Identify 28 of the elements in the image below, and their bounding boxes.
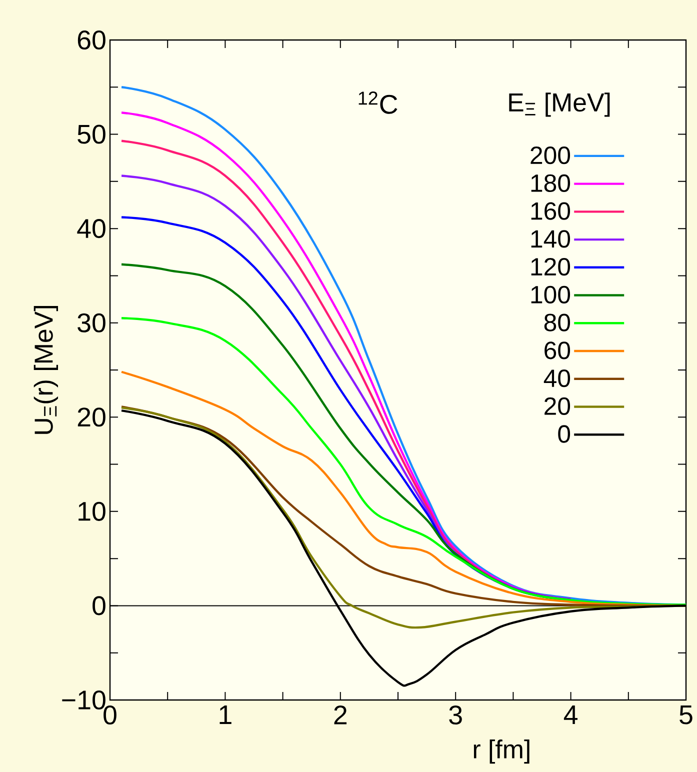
y-tick-label: 0 <box>92 596 106 616</box>
x-tick-label: 5 <box>680 706 692 724</box>
y-tick-label: 60 <box>78 30 106 50</box>
x-tick-label: 1 <box>220 706 232 724</box>
legend-label: 80 <box>544 314 570 332</box>
legend-label: 120 <box>531 258 570 276</box>
x-axis-title: r [fm] <box>474 740 530 764</box>
legend-label: 40 <box>544 369 570 388</box>
y-tick-label: −10 <box>62 690 106 710</box>
annotation: $^{12}$C <box>358 92 398 114</box>
y-tick-label: 40 <box>77 219 106 238</box>
legend-label: 60 <box>544 342 570 360</box>
y-tick-label: 50 <box>78 124 106 144</box>
x-tick-label: 3 <box>449 706 462 725</box>
legend-label: 160 <box>531 202 570 220</box>
legend-label: 200 <box>530 146 570 164</box>
x-tick-label: 2 <box>334 706 347 724</box>
y-tick-label: 10 <box>78 502 106 521</box>
legend-label: 100 <box>531 286 570 304</box>
x-tick-label: 4 <box>564 706 578 724</box>
y-tick-label: 20 <box>78 408 106 427</box>
y-tick-label: 30 <box>78 313 106 332</box>
y-axis-title: U$_{Ξ}$(r) [MeV] <box>34 306 58 434</box>
legend-label: 20 <box>544 397 570 415</box>
legend-label: 0 <box>558 425 570 443</box>
legend-title: E$_{Ξ}$ [MeV] <box>509 92 610 117</box>
legend-label: 140 <box>531 230 570 248</box>
legend-label: 180 <box>531 174 570 192</box>
